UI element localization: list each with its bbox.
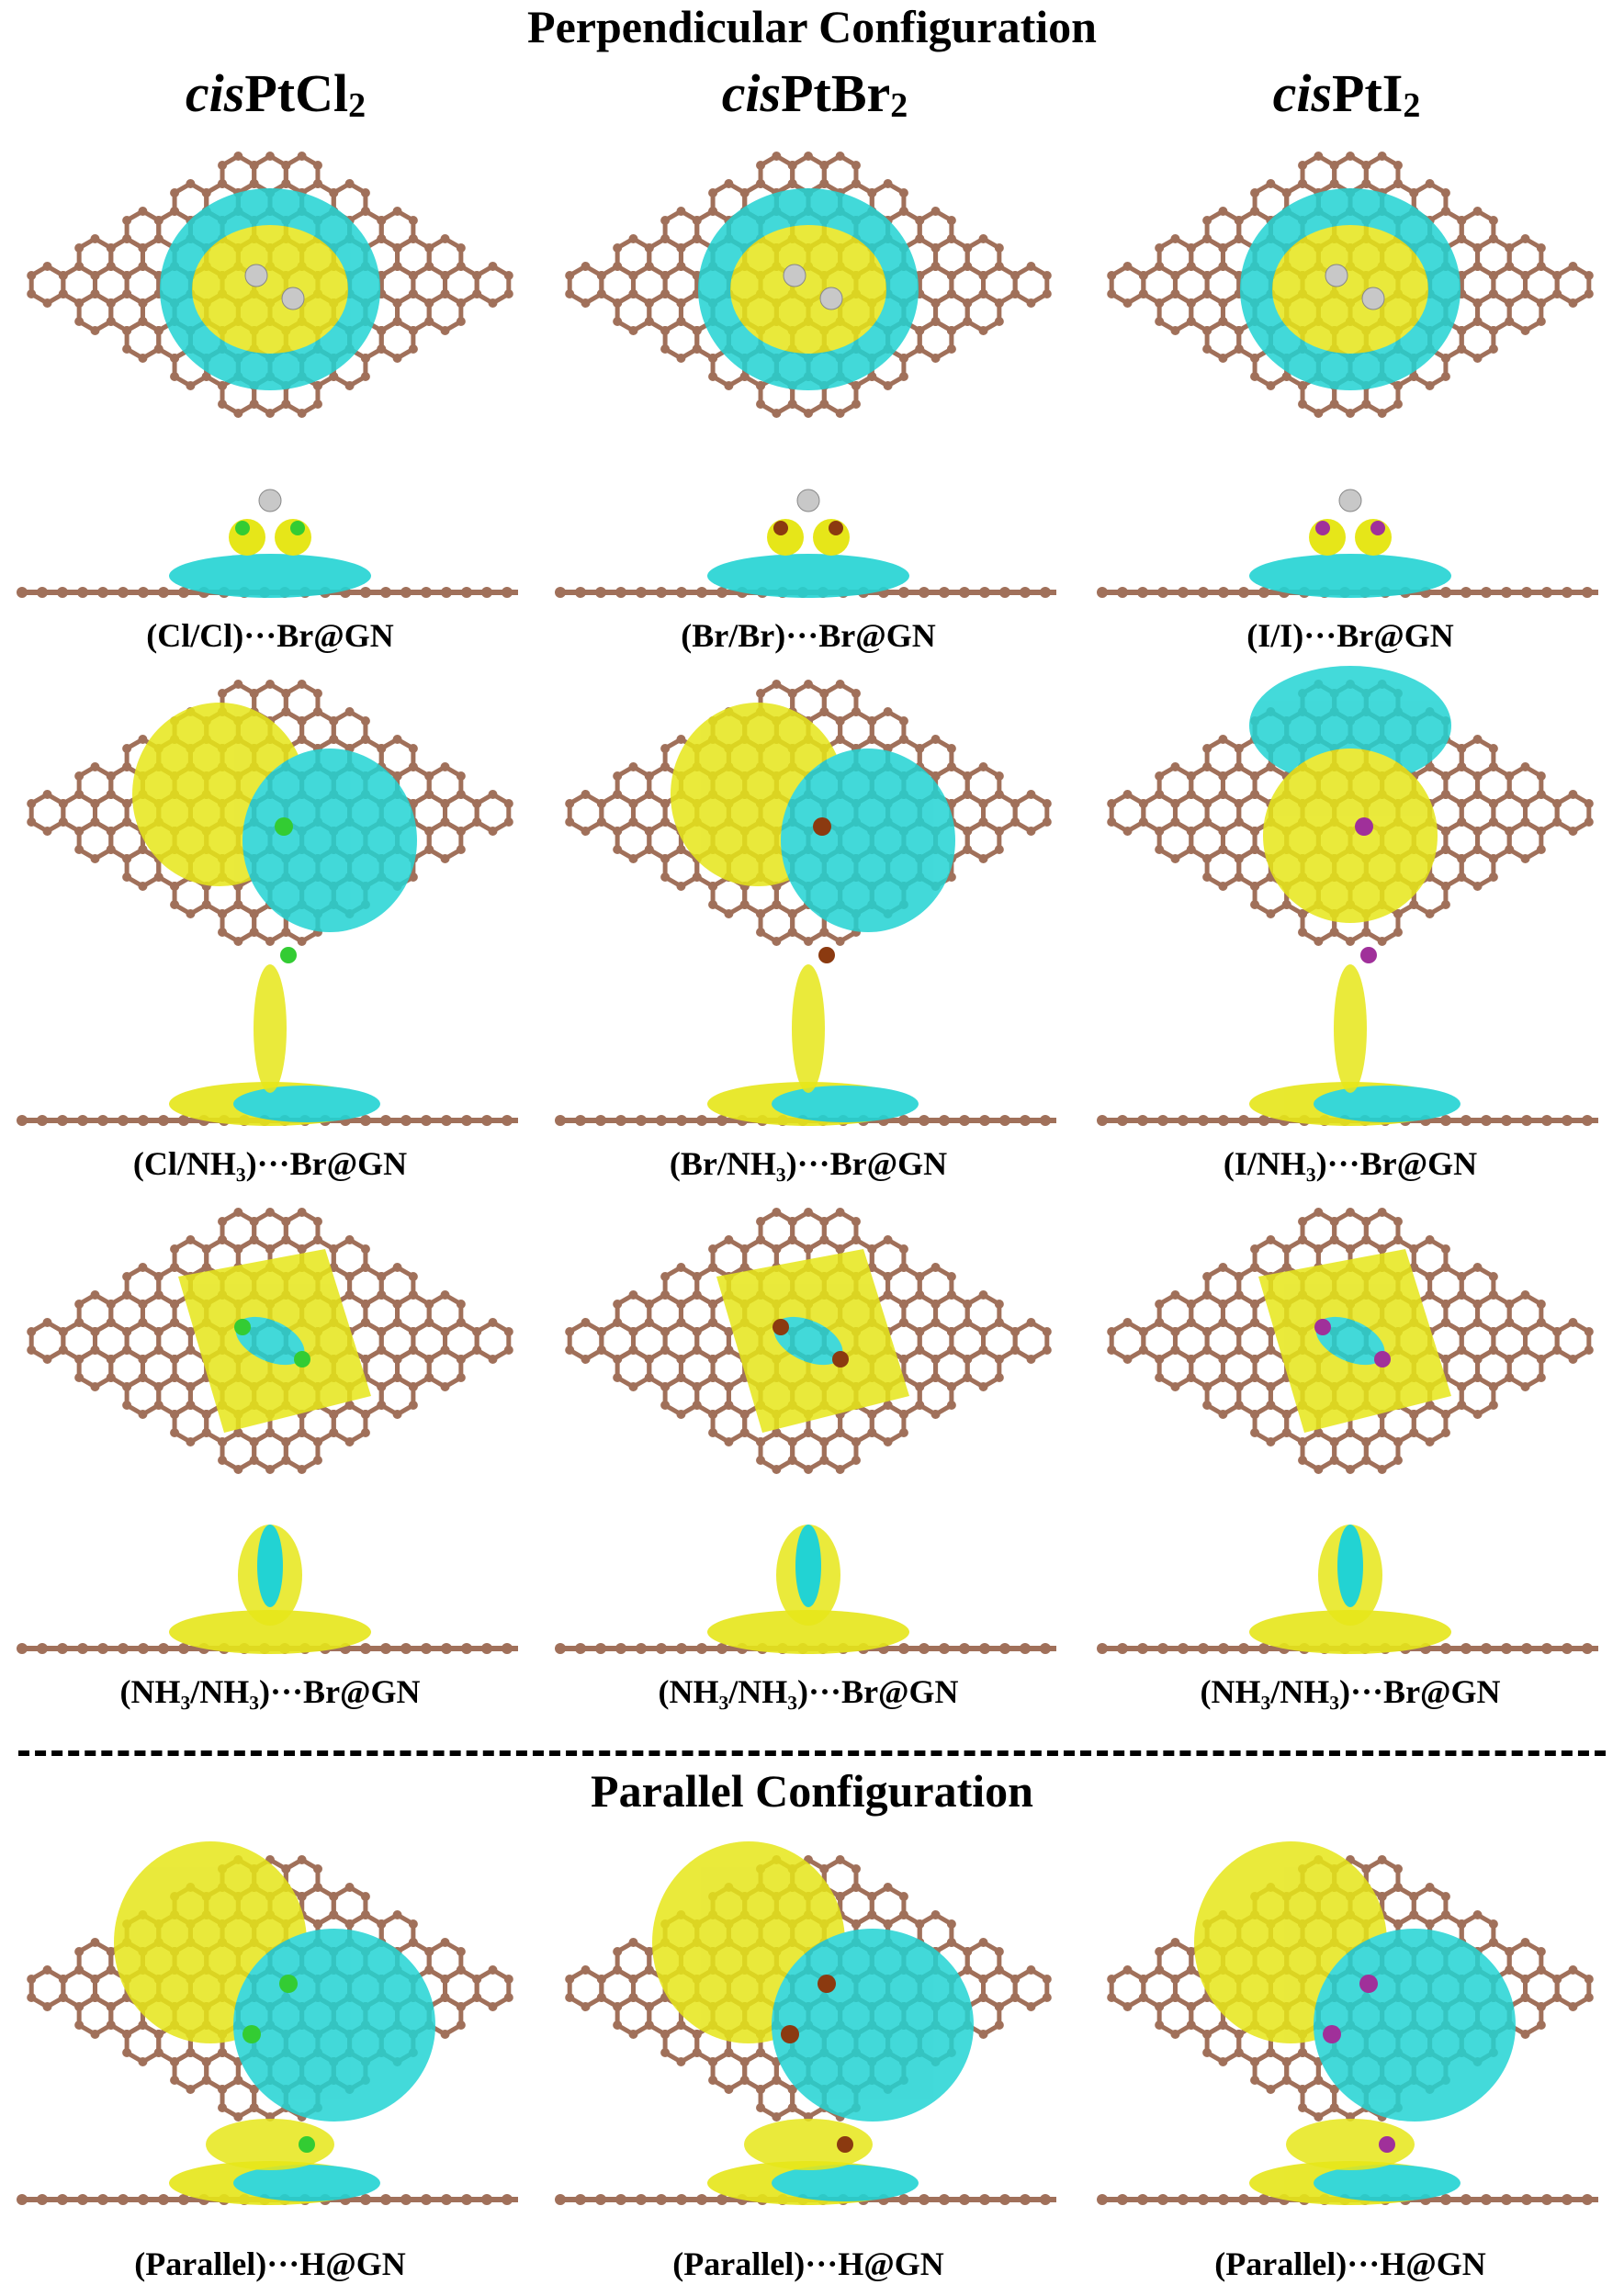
molecule-side-row1-br — [767, 489, 850, 556]
molecule-side-row2-i — [1334, 947, 1377, 1093]
parallel-configuration-title: Parallel Configuration — [591, 1765, 1033, 1817]
panel-parallel-br — [551, 1832, 1066, 2236]
halogen-atoms-top-row1-br — [783, 264, 843, 310]
charge-density-figure-row3-cl — [17, 1208, 518, 1654]
top-view-row3-cl — [27, 1208, 513, 1474]
panel-row2-br — [551, 657, 1066, 1139]
side-view-parallel-i — [1097, 2119, 1598, 2205]
molecule-side-row1-i — [1309, 489, 1392, 556]
charge-density-figure-parallel-i — [1097, 1841, 1598, 2205]
halogen-atoms-top-row2-br — [813, 817, 831, 836]
halogen-atoms-top-parallel-i — [1323, 1975, 1378, 2043]
side-view-row2-cl — [17, 947, 518, 1126]
side-view-row3-cl — [17, 1525, 518, 1654]
charge-density-figure-row1-cl — [17, 152, 518, 598]
halogen-atoms-top-row3-br — [773, 1319, 849, 1367]
caption-parallel-i: (Parallel)···H@GN — [1214, 2245, 1486, 2282]
charge-density-figure-row1-i — [1097, 152, 1598, 598]
charge-density-figure-row3-br — [555, 1208, 1056, 1654]
side-view-row3-i — [1097, 1525, 1598, 1654]
column-header-cisptbr2: cisPtBr2 — [721, 63, 908, 126]
molecule-side-row2-br — [792, 947, 835, 1093]
caption-parallel-cl: (Parallel)···H@GN — [134, 2245, 406, 2282]
perpendicular-configuration-title: Perpendicular Configuration — [527, 1, 1097, 52]
molecule-side-row3-cl — [238, 1525, 302, 1626]
panel-row3-cl — [13, 1185, 527, 1667]
charge-density-figure-row3-i — [1097, 1208, 1598, 1654]
charge-density-figure-row2-br — [555, 680, 1056, 1126]
panel-row3-br — [551, 1185, 1066, 1667]
caption-row2-i: (I/NH₃)···Br@GN — [1223, 1145, 1478, 1182]
top-view-parallel-cl — [27, 1841, 513, 2122]
molecule-side-parallel-cl — [206, 2119, 334, 2170]
side-view-row1-i — [1097, 489, 1598, 598]
side-view-row1-cl — [17, 489, 518, 598]
top-view-row2-br — [565, 680, 1052, 946]
side-view-row1-br — [555, 489, 1056, 598]
panel-row1-i — [1093, 129, 1607, 611]
molecule-side-row2-cl — [254, 947, 297, 1093]
molecule-side-parallel-i — [1286, 2119, 1415, 2170]
halogen-atoms-top-row1-i — [1325, 264, 1385, 310]
top-view-parallel-i — [1107, 1841, 1594, 2122]
top-view-parallel-br — [565, 1841, 1052, 2122]
caption-row3-br: (NH₃/NH₃)···Br@GN — [658, 1673, 959, 1710]
halogen-atoms-top-row1-cl — [244, 264, 305, 310]
side-view-row3-br — [555, 1525, 1056, 1654]
charge-density-figure-row2-cl — [17, 680, 518, 1126]
panel-row1-br — [551, 129, 1066, 611]
panel-parallel-cl — [13, 1832, 527, 2236]
halogen-atoms-top-parallel-br — [781, 1975, 836, 2043]
side-view-parallel-cl — [17, 2119, 518, 2205]
molecule-side-row1-cl — [229, 489, 311, 556]
top-view-row2-i — [1107, 666, 1594, 946]
charge-density-figure-parallel-br — [555, 1841, 1056, 2205]
halogen-atoms-top-row3-cl — [234, 1319, 310, 1367]
panel-row1-cl — [13, 129, 527, 611]
top-view-row3-i — [1107, 1208, 1594, 1474]
panel-row2-cl — [13, 657, 527, 1139]
top-view-row3-br — [565, 1208, 1052, 1474]
side-view-row2-i — [1097, 947, 1598, 1126]
side-view-parallel-br — [555, 2119, 1056, 2205]
caption-row1-i: (I/I)···Br@GN — [1246, 617, 1454, 654]
halogen-atoms-top-row3-i — [1314, 1319, 1391, 1367]
molecule-side-row3-br — [776, 1525, 840, 1626]
panel-row2-i — [1093, 657, 1607, 1139]
top-view-row1-br — [565, 152, 1052, 418]
top-view-row2-cl — [27, 680, 513, 946]
molecule-side-row3-i — [1318, 1525, 1382, 1626]
caption-row1-br: (Br/Br)···Br@GN — [681, 617, 936, 654]
top-view-row1-cl — [27, 152, 513, 418]
column-header-cispti2: cisPtI2 — [1272, 63, 1421, 126]
column-header-cisptcl2: cisPtCl2 — [185, 63, 367, 126]
panel-parallel-i — [1093, 1832, 1607, 2236]
top-view-row1-i — [1107, 152, 1594, 418]
panel-row3-i — [1093, 1185, 1607, 1667]
charge-density-figure-row2-i — [1097, 666, 1598, 1126]
charge-density-figure-row1-br — [555, 152, 1056, 598]
caption-row1-cl: (Cl/Cl)···Br@GN — [146, 617, 394, 654]
charge-density-figure-parallel-cl — [17, 1841, 518, 2205]
halogen-atoms-top-row2-i — [1355, 817, 1373, 836]
caption-row2-br: (Br/NH₃)···Br@GN — [669, 1145, 948, 1182]
caption-row2-cl: (Cl/NH₃)···Br@GN — [132, 1145, 408, 1182]
section-divider — [18, 1750, 1606, 1756]
halogen-atoms-top-row2-cl — [275, 817, 293, 836]
caption-row3-i: (NH₃/NH₃)···Br@GN — [1200, 1673, 1501, 1710]
side-view-row2-br — [555, 947, 1056, 1126]
halogen-atoms-top-parallel-cl — [242, 1975, 298, 2043]
caption-row3-cl: (NH₃/NH₃)···Br@GN — [119, 1673, 421, 1710]
caption-parallel-br: (Parallel)···H@GN — [672, 2245, 944, 2282]
molecule-side-parallel-br — [744, 2119, 873, 2170]
